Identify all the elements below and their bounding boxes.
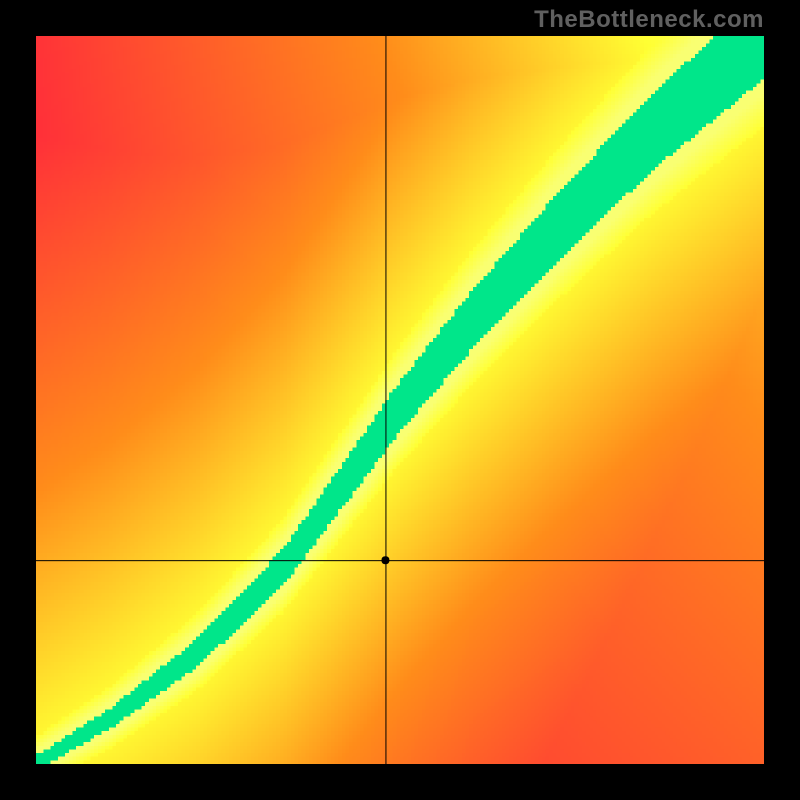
chart-frame: TheBottleneck.com: [0, 0, 800, 800]
plot-area: [36, 36, 764, 764]
watermark-text: TheBottleneck.com: [534, 6, 764, 34]
crosshair-overlay: [36, 36, 764, 764]
